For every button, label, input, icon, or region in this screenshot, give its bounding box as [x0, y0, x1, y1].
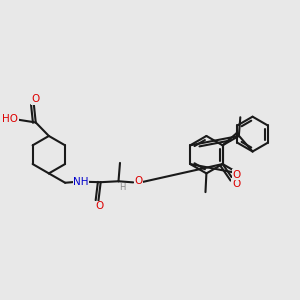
Text: O: O	[233, 170, 241, 180]
Text: O: O	[95, 201, 103, 211]
Text: O: O	[134, 176, 142, 186]
Text: O: O	[31, 94, 40, 104]
Text: O: O	[232, 179, 240, 189]
Text: H: H	[119, 183, 125, 192]
Text: HO: HO	[2, 114, 18, 124]
Text: NH: NH	[73, 177, 89, 187]
